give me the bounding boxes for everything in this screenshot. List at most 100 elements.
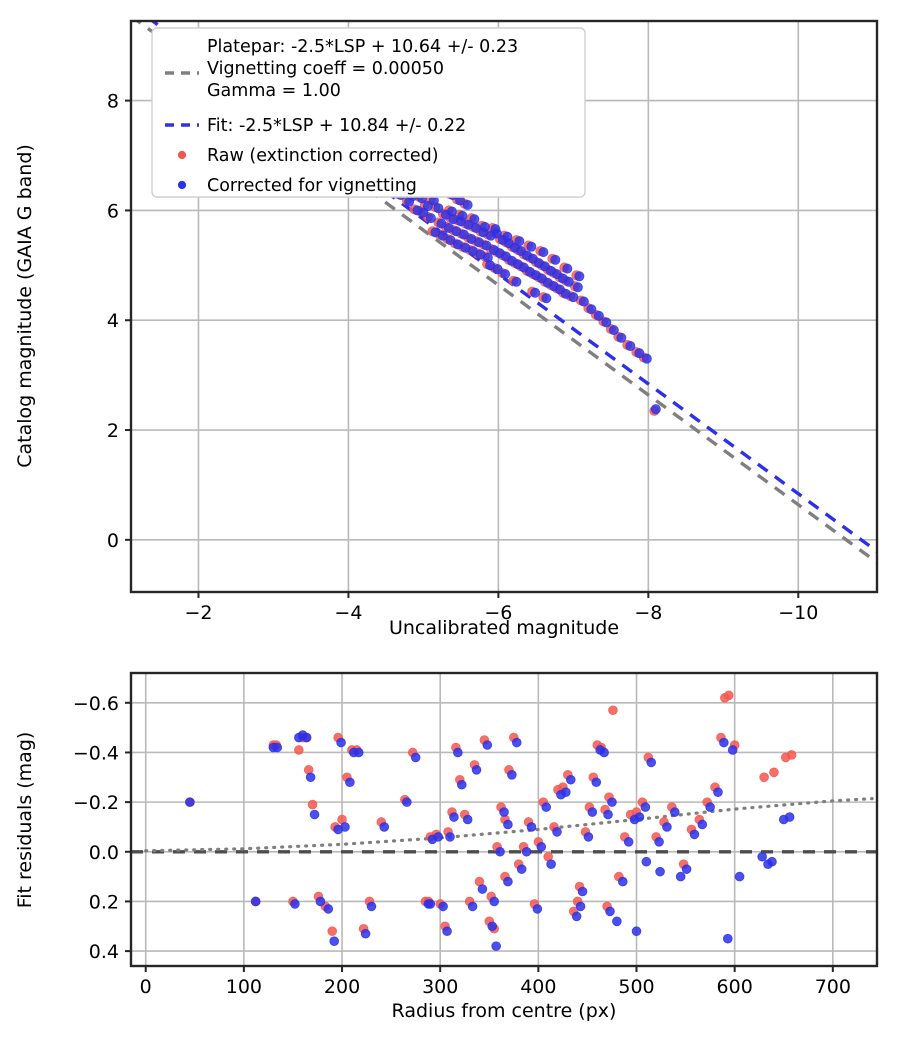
residuals-point	[603, 809, 613, 820]
calibration-ytick-4: 8	[107, 91, 119, 113]
residuals-point	[449, 812, 459, 822]
calibration-point	[511, 276, 522, 287]
residuals-point	[669, 807, 680, 817]
residuals-point	[345, 777, 355, 788]
residuals-point	[379, 822, 390, 832]
residuals-point	[315, 896, 326, 907]
calibration-xtick-0: −2	[184, 602, 212, 624]
residuals-yaxis-label: Fit residuals (mag)	[14, 732, 36, 909]
calibration-point	[616, 332, 627, 343]
calibration-series-1	[391, 183, 661, 415]
residuals-point	[272, 742, 283, 753]
residuals-point	[654, 837, 664, 847]
residuals-point	[402, 797, 412, 807]
residuals-point	[759, 772, 769, 783]
residuals-data-points	[185, 690, 797, 951]
residuals-xtick-1: 100	[226, 976, 262, 998]
residuals-ytick-0: 0.4	[89, 941, 119, 963]
residuals-point	[340, 822, 350, 832]
residuals-point	[309, 809, 320, 820]
residuals-xtick-6: 600	[717, 976, 753, 998]
residuals-tickmarks	[125, 701, 834, 972]
calibration-axes-frame	[129, 19, 879, 594]
residuals-point	[536, 842, 547, 852]
residuals-point	[583, 832, 594, 842]
residuals-point	[477, 884, 488, 894]
residuals-point	[623, 837, 634, 847]
residuals-point	[719, 737, 729, 748]
calibration-ytick-0: 0	[107, 530, 119, 552]
residuals-point	[587, 807, 598, 817]
residuals-point	[323, 904, 334, 914]
residuals-point	[327, 926, 338, 937]
calibration-point	[446, 206, 457, 217]
residuals-point	[605, 906, 615, 917]
residuals-point	[640, 802, 651, 812]
calibration-ytick-1: 2	[107, 420, 119, 442]
residuals-point	[499, 807, 509, 817]
calibration-xaxis-label: Uncalibrated magnitude	[389, 617, 619, 639]
residuals-point	[453, 747, 463, 758]
legend-label-raw: Raw (extinction corrected)	[207, 146, 439, 166]
calibration-point	[641, 353, 652, 364]
calibration-xtick-4: −10	[778, 602, 818, 624]
residuals-xtick-5: 500	[618, 976, 654, 998]
residuals-xtick-2: 200	[324, 976, 360, 998]
residuals-point	[552, 827, 562, 837]
calibration-point	[469, 214, 480, 225]
legend-frame	[151, 27, 586, 198]
residuals-point	[541, 802, 552, 812]
residuals-point	[471, 765, 482, 775]
calibration-ytick-3: 6	[107, 200, 119, 222]
calibration-point	[481, 240, 492, 251]
calibration-point	[458, 229, 469, 240]
calibration-point	[601, 317, 612, 328]
residuals-point	[507, 770, 517, 780]
calibration-point	[608, 325, 619, 336]
calibration-point	[526, 241, 537, 252]
residuals-point	[784, 812, 795, 822]
calibration-point	[514, 236, 525, 247]
residuals-point	[366, 901, 377, 912]
calibration-xtick-3: −8	[634, 602, 662, 624]
residuals-point	[503, 876, 513, 887]
residuals-point	[360, 928, 371, 939]
residuals-point	[655, 866, 665, 877]
legend-label-gamma: Gamma = 1.00	[207, 81, 341, 101]
calibration-point	[425, 213, 436, 224]
calibration-point	[502, 231, 513, 242]
calibration-tickmarks	[125, 99, 800, 598]
calibration-point	[538, 247, 549, 258]
calibration-point	[530, 287, 541, 298]
residuals-point	[185, 797, 195, 807]
residuals-point	[723, 690, 734, 701]
calibration-point	[485, 260, 496, 271]
residuals-point	[532, 904, 543, 914]
residuals-point	[546, 859, 556, 869]
residuals-point	[462, 814, 473, 825]
calibration-point	[433, 203, 444, 214]
residuals-axes-frame	[129, 671, 879, 968]
residuals-point	[769, 767, 779, 778]
calibration-legend[interactable]: Platepar: -2.5*LSP + 10.64 +/- 0.23 Vign…	[151, 27, 586, 198]
calibration-point	[650, 404, 661, 415]
residuals-ytick-2: 0.0	[89, 842, 119, 864]
residuals-tick-labels: 0 100 200 300 400 500 600 700 0.4 0.2 0.0 −0.2 −0.4 −…	[73, 693, 851, 998]
residuals-point	[329, 936, 339, 946]
legend-label-fit: Fit: -2.5*LSP + 10.84 +/- 0.22	[207, 116, 466, 136]
residuals-point	[438, 901, 448, 912]
calibration-gridlines	[131, 21, 877, 592]
residuals-point	[689, 829, 700, 840]
residuals-point	[456, 779, 467, 790]
residuals-point	[467, 901, 478, 912]
residuals-xaxis-label: Radius from centre (px)	[392, 1000, 617, 1022]
residuals-point	[565, 774, 576, 785]
residuals-point	[521, 846, 532, 857]
residuals-point	[697, 819, 708, 830]
residuals-point	[526, 822, 537, 832]
residuals-point	[353, 747, 364, 758]
calibration-point	[500, 269, 511, 280]
residuals-point	[727, 745, 738, 755]
residuals-point	[491, 941, 501, 951]
